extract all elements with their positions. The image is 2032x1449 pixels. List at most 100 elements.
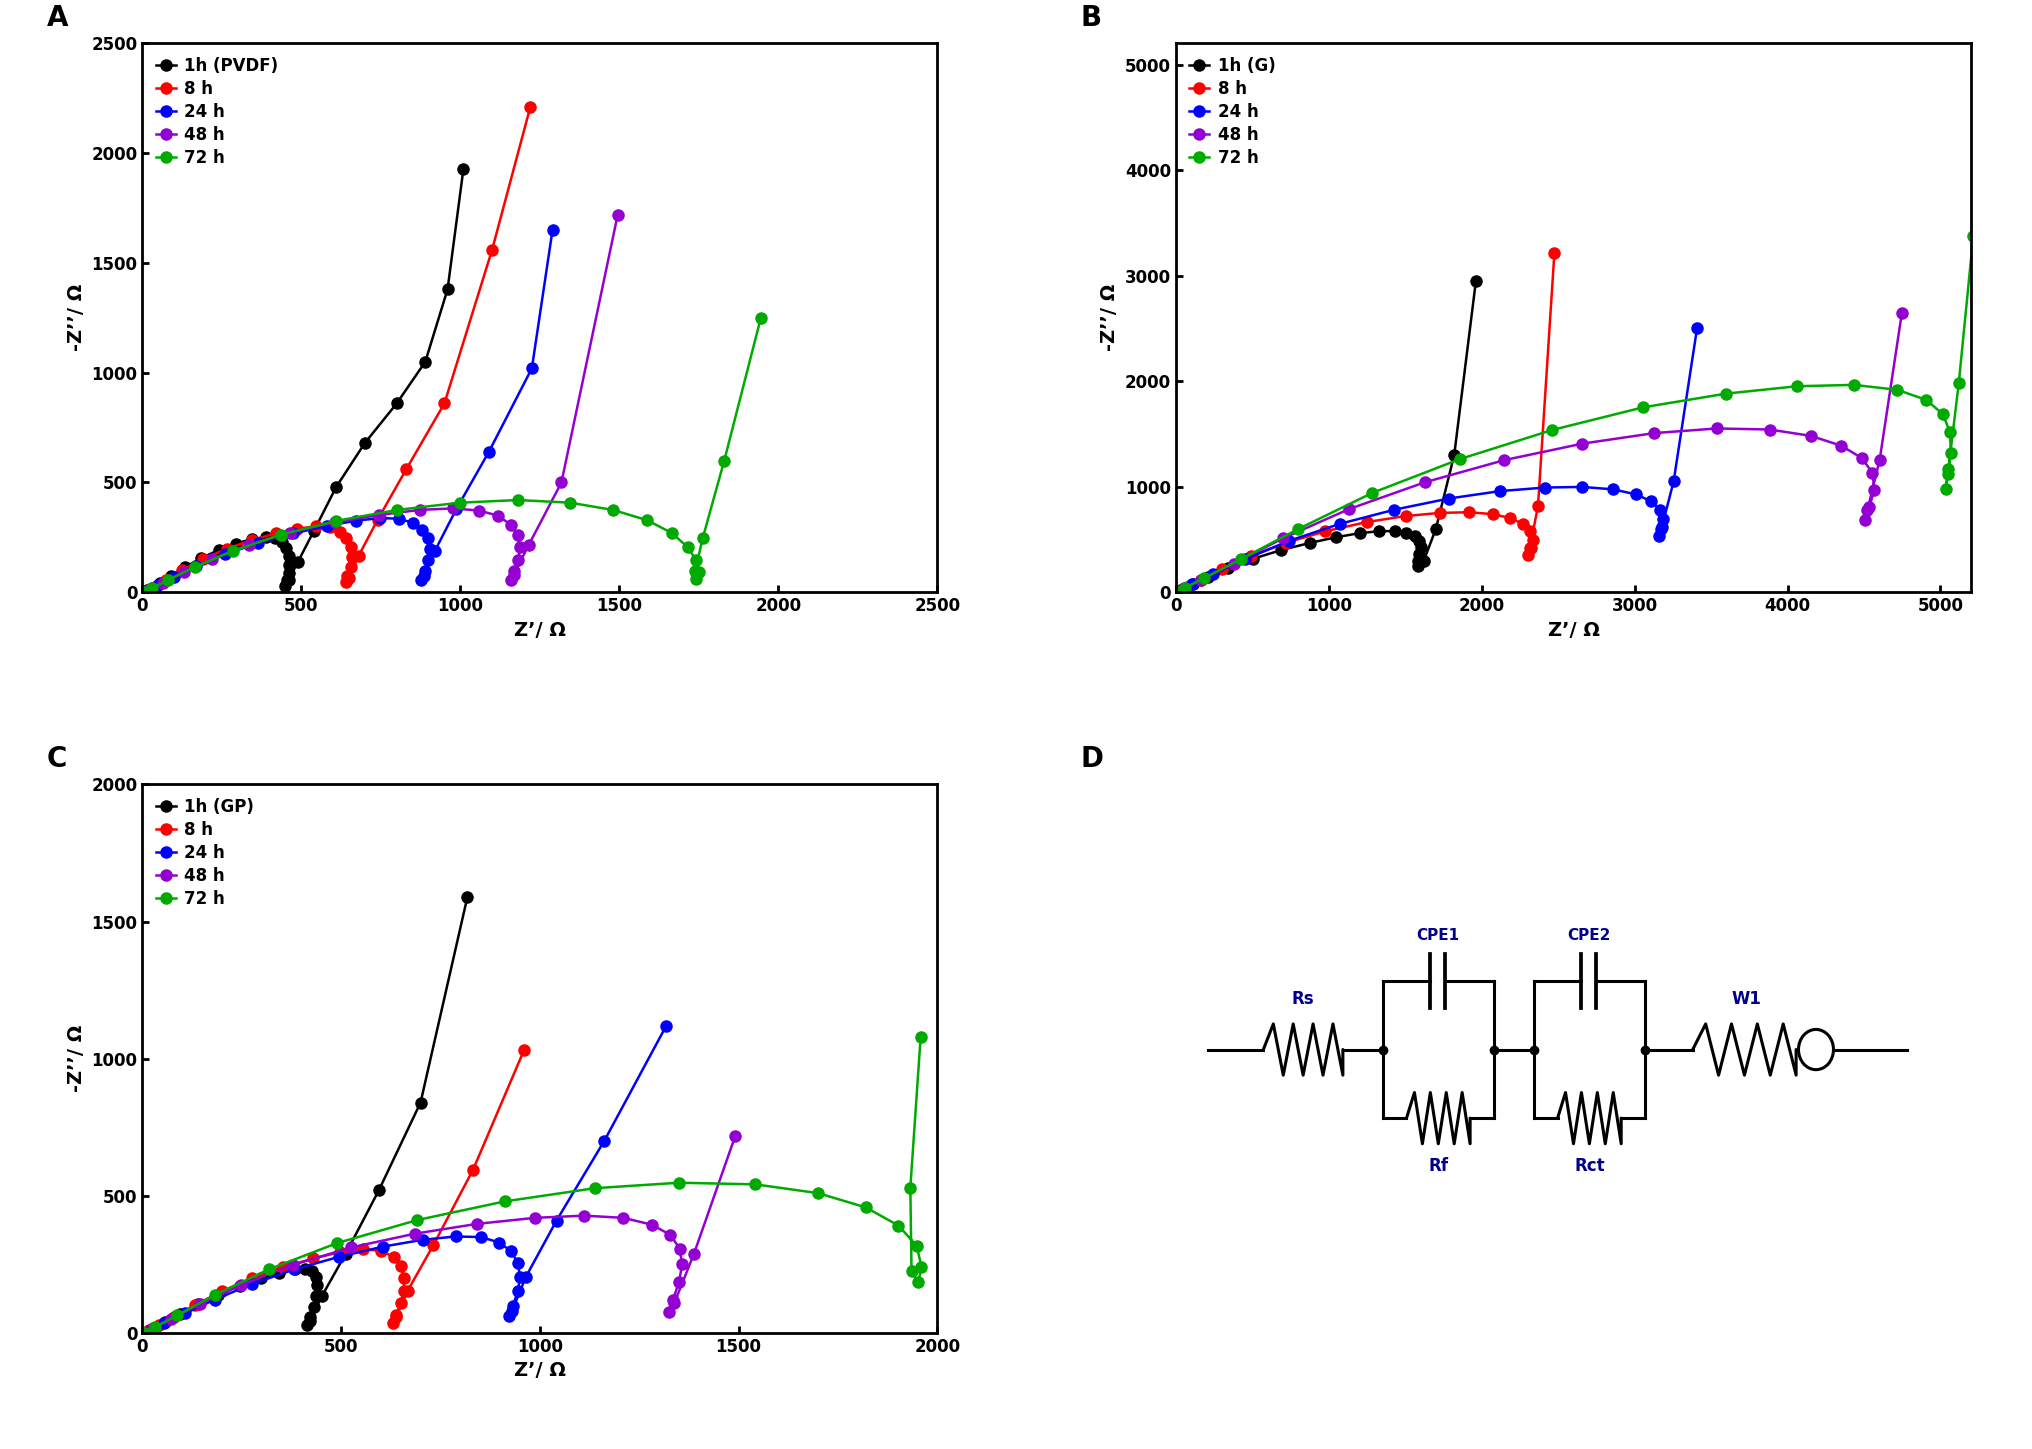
24 h — [419, 540, 443, 558]
24 h — [545, 1211, 569, 1229]
8 h — [512, 1042, 536, 1059]
72 h — [744, 1175, 768, 1193]
48 h — [1853, 511, 1878, 529]
24 h — [368, 510, 392, 527]
24 h — [506, 1282, 530, 1300]
24 h — [445, 500, 469, 517]
8 h — [154, 571, 179, 588]
8 h — [1394, 507, 1418, 525]
48 h — [1412, 474, 1437, 491]
24 h — [506, 1255, 530, 1272]
48 h — [640, 1216, 664, 1233]
Text: CPE2: CPE2 — [1567, 927, 1609, 942]
72 h — [1784, 378, 1808, 396]
Text: Rs: Rs — [1292, 990, 1315, 1009]
Text: CPE1: CPE1 — [1416, 927, 1459, 942]
24 h — [203, 1291, 228, 1308]
48 h — [1705, 420, 1729, 438]
8 h — [1512, 516, 1536, 533]
Legend: 1h (GP), 8 h, 24 h, 48 h, 72 h: 1h (GP), 8 h, 24 h, 48 h, 72 h — [150, 793, 258, 913]
48 h — [1758, 420, 1782, 438]
8 h — [480, 241, 504, 258]
8 h — [1240, 548, 1264, 565]
48 h — [171, 564, 195, 581]
1h (PVDF) — [274, 539, 299, 556]
Line: 24 h: 24 h — [1170, 323, 1703, 597]
8 h — [327, 523, 352, 540]
48 h — [508, 539, 532, 556]
48 h — [502, 562, 526, 580]
1h (G) — [1347, 525, 1372, 542]
24 h — [423, 542, 447, 559]
24 h — [591, 1132, 616, 1149]
48 h — [465, 1216, 490, 1233]
48 h — [339, 1239, 364, 1256]
48 h — [278, 525, 303, 542]
24 h — [343, 511, 368, 529]
1h (G) — [1408, 539, 1433, 556]
8 h — [1542, 245, 1567, 262]
1h (PVDF) — [384, 394, 408, 412]
8 h — [335, 567, 360, 584]
72 h — [807, 1184, 831, 1201]
24 h — [541, 222, 565, 239]
72 h — [908, 1258, 933, 1275]
1h (PVDF) — [276, 556, 301, 574]
1h (PVDF) — [189, 549, 213, 567]
1h (PVDF) — [276, 564, 301, 581]
24 h — [132, 1324, 156, 1342]
Line: 48 h: 48 h — [1170, 307, 1908, 597]
48 h — [522, 1208, 547, 1226]
24 h — [138, 1321, 163, 1339]
1h (GP) — [408, 1094, 433, 1111]
1h (GP) — [282, 1261, 307, 1278]
1h (GP) — [152, 1313, 177, 1330]
72 h — [1229, 551, 1254, 568]
1h (G) — [1402, 527, 1426, 545]
72 h — [900, 1262, 925, 1279]
1h (PVDF) — [274, 571, 299, 588]
72 h — [1930, 406, 1955, 423]
48 h — [671, 1256, 695, 1274]
24 h — [1662, 472, 1687, 490]
72 h — [904, 1237, 929, 1255]
1h (GP) — [293, 1259, 317, 1278]
8 h — [339, 548, 364, 565]
48 h — [658, 1226, 683, 1243]
24 h — [400, 514, 425, 532]
8 h — [352, 1240, 376, 1258]
72 h — [1286, 520, 1311, 538]
8 h — [327, 1243, 352, 1261]
24 h — [282, 1261, 307, 1278]
8 h — [270, 1259, 295, 1277]
24 h — [1650, 520, 1674, 538]
Text: C: C — [47, 745, 67, 774]
Text: Rf: Rf — [1428, 1156, 1449, 1175]
72 h — [601, 501, 626, 519]
24 h — [412, 568, 437, 585]
48 h — [1890, 304, 1914, 322]
1h (G) — [1172, 580, 1197, 597]
48 h — [1491, 452, 1516, 469]
Text: D: D — [1081, 745, 1103, 774]
48 h — [498, 516, 522, 533]
48 h — [606, 206, 630, 223]
72 h — [156, 571, 181, 588]
24 h — [417, 551, 441, 568]
8 h — [337, 569, 362, 587]
48 h — [516, 536, 541, 554]
24 h — [370, 1237, 394, 1255]
24 h — [417, 530, 441, 548]
1h (PVDF) — [435, 281, 459, 298]
24 h — [386, 510, 410, 527]
Line: 24 h: 24 h — [138, 1020, 673, 1337]
24 h — [654, 1017, 679, 1035]
Line: 72 h: 72 h — [138, 313, 766, 597]
72 h — [675, 539, 699, 556]
Line: 48 h: 48 h — [138, 1130, 742, 1337]
24 h — [1201, 565, 1225, 582]
Line: 1h (G): 1h (G) — [1170, 275, 1481, 597]
8 h — [345, 548, 370, 565]
48 h — [441, 500, 465, 517]
1h (PVDF) — [140, 580, 165, 597]
